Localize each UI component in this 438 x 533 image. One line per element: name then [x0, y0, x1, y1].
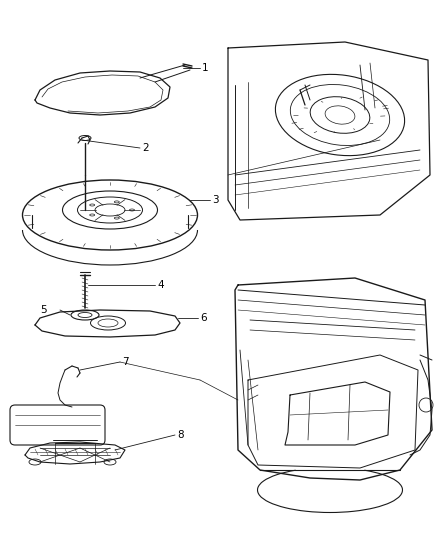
Ellipse shape: [78, 312, 92, 318]
Text: 3: 3: [212, 195, 219, 205]
Text: 7: 7: [122, 357, 129, 367]
Text: 8: 8: [177, 430, 184, 440]
Text: 2: 2: [142, 143, 148, 153]
Text: 4: 4: [157, 280, 164, 290]
Text: 5: 5: [40, 305, 46, 315]
Text: 1: 1: [202, 63, 208, 73]
Text: 6: 6: [200, 313, 207, 323]
Ellipse shape: [325, 106, 355, 124]
